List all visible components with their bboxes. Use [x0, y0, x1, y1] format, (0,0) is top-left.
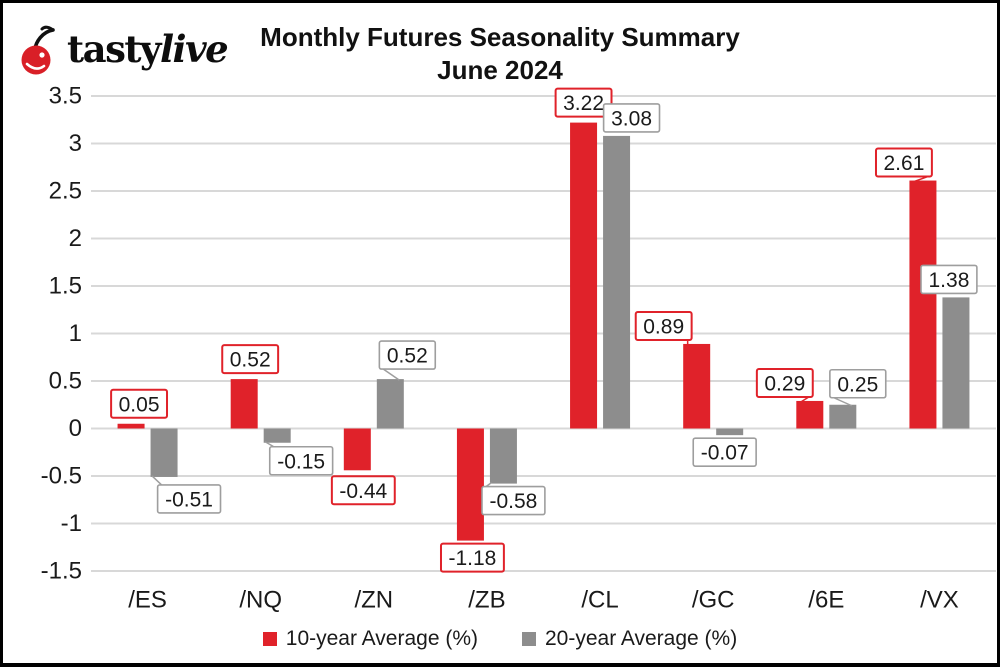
data-label-10yr-/GC: 0.89 [643, 315, 684, 338]
data-label-leader-line [151, 475, 163, 486]
bar-10yr-/GC [683, 343, 711, 429]
data-label-box-20yr-/ZB [481, 485, 546, 516]
data-label-box-10yr-/ZB [439, 542, 505, 573]
y-tick-label: 3.5 [49, 83, 82, 110]
y-tick-label: -1.5 [41, 558, 82, 585]
data-label-10yr-/VX: 2.61 [884, 152, 925, 175]
logo-wordmark: tastylive [67, 27, 229, 71]
data-label-box-20yr-/6E [829, 368, 887, 399]
bar-20yr-/ZB [489, 428, 517, 484]
data-label-10yr-/ZN: -0.44 [339, 480, 387, 503]
data-label-20yr-/ZN: 0.52 [387, 345, 428, 368]
data-label-box-10yr-/NQ [221, 344, 280, 375]
bar-20yr-/ZN [376, 379, 404, 429]
data-label-box-10yr-/6E [755, 367, 814, 398]
bar-10yr-/6E [796, 400, 824, 429]
data-label-20yr-/ZB: -0.58 [490, 490, 538, 513]
data-label-box-10yr-/GC [634, 310, 693, 341]
data-label-leader-line [264, 441, 275, 448]
y-tick-label: 1 [69, 320, 82, 347]
legend-swatch-20yr-icon [522, 632, 536, 646]
data-label-20yr-/6E: 0.25 [837, 373, 878, 396]
data-label-box-20yr-/NQ [268, 445, 334, 476]
data-label-leader-line [833, 397, 853, 407]
chart-legend: 10-year Average (%) 20-year Average (%) [3, 627, 997, 651]
chart-title-line1: Monthly Futures Seasonality Summary [260, 22, 740, 52]
logo-live: live [160, 27, 229, 71]
y-tick-label: -0.5 [41, 463, 82, 490]
data-label-box-10yr-/VX [874, 147, 933, 178]
x-category-label: /ZN [354, 587, 393, 614]
y-tick-label: -1 [61, 510, 82, 537]
bar-10yr-/ZB [456, 428, 484, 541]
bar-20yr-/VX [942, 297, 970, 429]
data-label-10yr-/6E: 0.29 [764, 372, 805, 395]
chart-title-line2: June 2024 [437, 55, 563, 85]
data-label-box-10yr-/CL [554, 87, 613, 118]
data-label-box-20yr-/ZN [378, 340, 437, 370]
legend-label-20yr: 20-year Average (%) [545, 627, 738, 650]
legend-swatch-10yr-icon [262, 632, 277, 646]
data-label-20yr-/CL: 3.08 [611, 107, 652, 130]
bar-20yr-/CL [603, 135, 631, 429]
y-tick-label: 2.5 [49, 178, 82, 205]
bar-10yr-/CL [570, 122, 598, 429]
bar-20yr-/6E [829, 404, 857, 429]
y-tick-label: 0 [69, 415, 82, 442]
x-category-label: /GC [692, 587, 735, 614]
legend-item-10yr: 10-year Average (%) [262, 627, 478, 651]
bar-10yr-/NQ [230, 379, 258, 429]
bar-10yr-/ZN [343, 428, 371, 471]
x-category-label: /ES [128, 587, 167, 614]
seasonality-bar-chart: 3.5 3 2.5 2 1.5 1 0.5 0 -0.5 -1 -1.5/ES/NQ/ZN/ZB/C… [41, 83, 996, 614]
data-label-box-10yr-/ZN [330, 475, 396, 506]
x-category-label: /6E [808, 587, 844, 614]
logo-tasty: tasty [67, 27, 162, 71]
data-label-10yr-/ES: 0.05 [119, 393, 160, 416]
bar-20yr-/ES [150, 428, 178, 477]
data-label-box-20yr-/GC [692, 437, 757, 467]
data-label-box-20yr-/ES [156, 484, 222, 514]
data-label-box-20yr-/CL [602, 103, 661, 133]
chart-title: Monthly Futures Seasonality Summary June… [3, 21, 997, 87]
x-category-label: /CL [581, 587, 618, 614]
tastylive-logo: tastylive [19, 23, 229, 75]
data-label-20yr-/GC: -0.07 [701, 442, 749, 465]
legend-label-10yr: 10-year Average (%) [285, 627, 478, 650]
data-label-10yr-/NQ: 0.52 [230, 349, 271, 372]
x-category-label: /ZB [468, 587, 505, 614]
y-tick-label: 2 [69, 225, 82, 252]
bar-20yr-/GC [716, 428, 744, 436]
x-category-label: /VX [920, 587, 959, 614]
y-tick-label: 3 [69, 130, 82, 157]
data-label-20yr-/VX: 1.38 [929, 269, 970, 292]
legend-item-20yr: 20-year Average (%) [522, 627, 737, 651]
data-label-leader-line [382, 368, 400, 381]
data-label-box-10yr-/ES [110, 388, 169, 419]
x-category-label: /NQ [239, 587, 282, 614]
bar-10yr-/VX [909, 180, 937, 429]
bar-20yr-/NQ [263, 428, 291, 443]
cherry-icon [21, 25, 55, 75]
y-tick-label: 0.5 [49, 368, 82, 395]
data-label-20yr-/ES: -0.51 [165, 488, 213, 511]
y-tick-label: 1.5 [49, 273, 82, 300]
data-label-10yr-/CL: 3.22 [563, 92, 604, 115]
data-label-10yr-/ZB: -1.18 [449, 547, 497, 570]
data-label-20yr-/NQ: -0.15 [277, 450, 325, 473]
bar-10yr-/ES [117, 423, 145, 429]
data-label-box-20yr-/VX [920, 264, 978, 295]
